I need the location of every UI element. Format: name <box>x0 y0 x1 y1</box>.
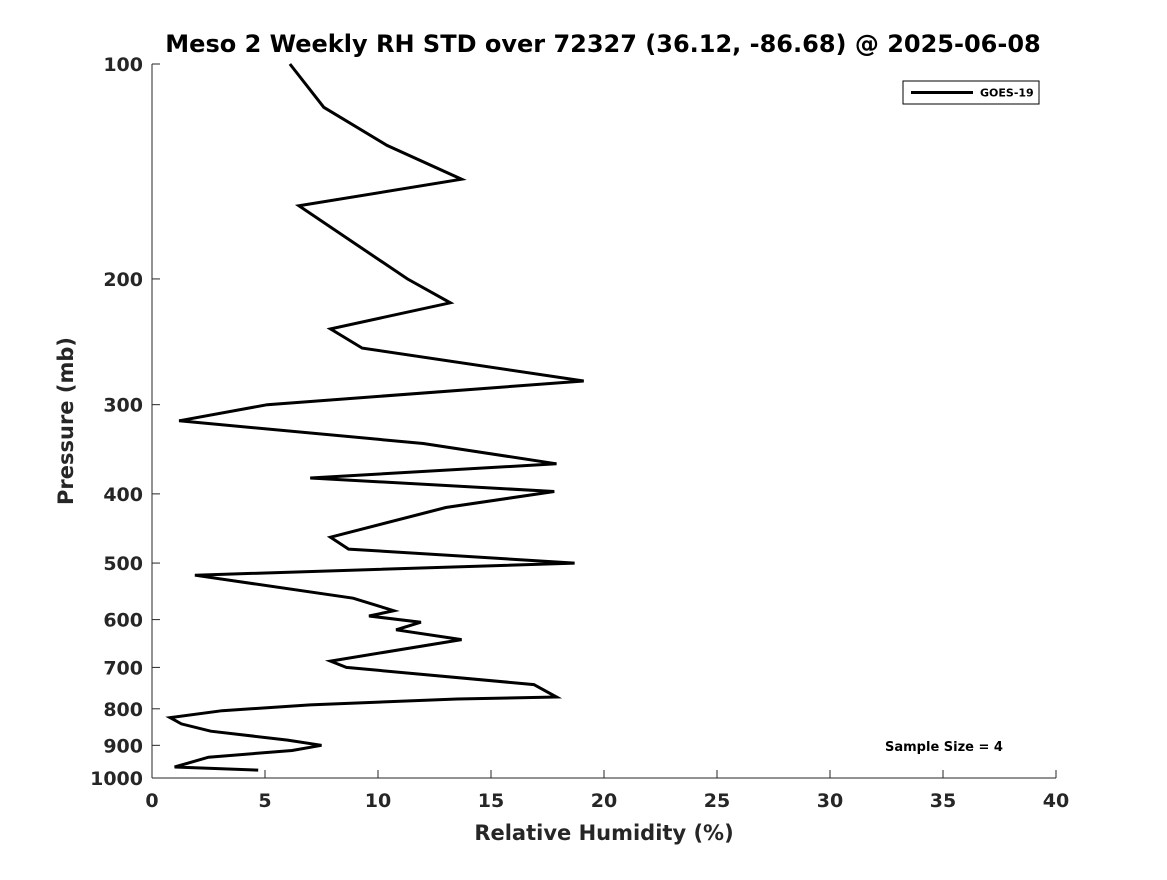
x-tick-label: 25 <box>704 790 730 812</box>
x-tick-label: 10 <box>365 790 391 812</box>
y-tick-label: 400 <box>103 484 143 506</box>
legend: GOES-19 <box>902 80 1040 105</box>
y-tick-label: 900 <box>103 735 143 757</box>
axes: 0 5 10 15 20 25 30 35 40 100 200 300 400 500 600 700 800… <box>90 54 1069 812</box>
chart-title: Meso 2 Weekly RH STD over 72327 (36.12, … <box>165 30 1040 58</box>
series-line-goes-19 <box>165 63 584 772</box>
y-tick-label: 200 <box>103 269 143 291</box>
x-tick-label: 20 <box>591 790 617 812</box>
y-tick-label: 500 <box>103 553 143 575</box>
legend-label-goes-19: GOES-19 <box>980 87 1034 100</box>
x-tick-label: 5 <box>258 790 271 812</box>
x-tick-label: 15 <box>478 790 504 812</box>
y-tick-label: 600 <box>103 610 143 632</box>
sample-size-annotation: Sample Size = 4 <box>885 740 1003 755</box>
x-tick-label: 0 <box>145 790 158 812</box>
x-axis-label: Relative Humidity (%) <box>474 821 733 845</box>
x-tick-label: 40 <box>1043 790 1069 812</box>
y-tick-label: 1000 <box>90 768 143 790</box>
y-tick-label: 800 <box>103 699 143 721</box>
series-layer <box>165 63 584 772</box>
x-tick-label: 30 <box>817 790 843 812</box>
y-tick-label: 700 <box>103 657 143 679</box>
x-tick-label: 35 <box>930 790 956 812</box>
y-axis-label: Pressure (mb) <box>54 337 78 505</box>
y-tick-label: 100 <box>103 54 143 76</box>
y-tick-label: 300 <box>103 395 143 417</box>
